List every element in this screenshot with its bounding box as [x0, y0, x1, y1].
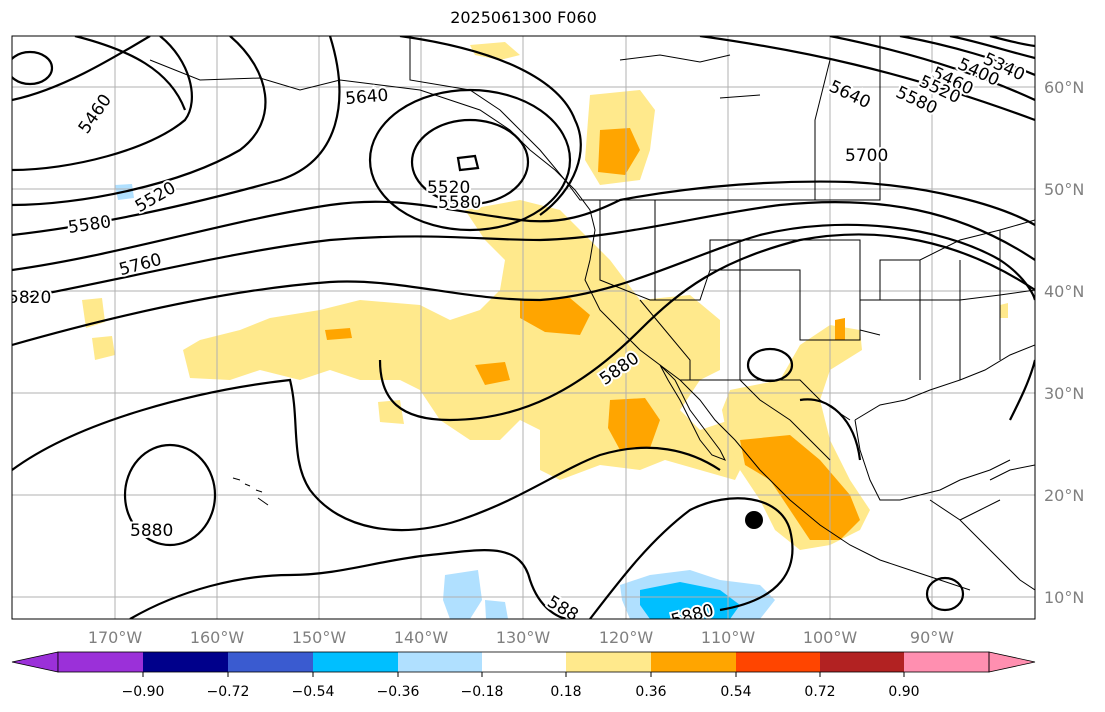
colorbar-tick-label: −0.90 [122, 684, 165, 700]
map-frame [11, 35, 1036, 620]
colorbar-extend-low [11, 651, 59, 673]
lon-label: 120°W [599, 628, 654, 647]
colorbar-bin [398, 652, 482, 672]
lon-label: 140°W [394, 628, 449, 647]
lat-label: 30°N [1044, 384, 1084, 403]
contour-label: 5700 [845, 146, 888, 166]
lon-label: 170°W [88, 628, 143, 647]
contour-label: 5640 [344, 85, 389, 109]
colorbar-bin [482, 652, 566, 672]
colorbar-bin [820, 652, 904, 672]
colorbar-tick-label: 0.72 [804, 684, 835, 700]
height-contours [12, 36, 1035, 619]
lat-label: 20°N [1044, 486, 1084, 505]
contour-label: 5580 [438, 193, 481, 213]
lat-label: 50°N [1044, 180, 1084, 199]
colorbar-bin [313, 652, 398, 672]
lat-label: 10°N [1044, 588, 1084, 607]
colorbar-tick-label: −0.72 [207, 684, 250, 700]
colorbar-bin [904, 652, 989, 672]
latitude-labels: 60°N 50°N 40°N 30°N 20°N 10°N [1044, 78, 1084, 607]
lon-label: 150°W [292, 628, 347, 647]
lon-label: 130°W [496, 628, 551, 647]
colorbar-tick-label: −0.18 [461, 684, 504, 700]
lat-label: 60°N [1044, 78, 1084, 97]
colorbar-tick-label: 0.90 [888, 684, 919, 700]
lon-label: 100°W [803, 628, 858, 647]
colorbar-outline [57, 651, 990, 673]
lat-label: 40°N [1044, 282, 1084, 301]
colorbar-extend-high [988, 651, 1036, 673]
anomaly-shading [82, 42, 1008, 619]
colorbar-tick-label: −0.36 [377, 684, 420, 700]
storm-position-marker [745, 511, 763, 529]
colorbar-bin [143, 652, 228, 672]
contour-label: 5520 [427, 178, 470, 198]
colorbar-bin [736, 652, 820, 672]
colorbar-tick-label: 0.54 [720, 684, 751, 700]
colorbar-bin [228, 652, 313, 672]
colorbar-tick-label: 0.36 [635, 684, 666, 700]
lon-label: 160°W [190, 628, 245, 647]
colorbar-tick-label: 0.18 [550, 684, 581, 700]
longitude-labels: 170°W 160°W 150°W 140°W 130°W 120°W 110°… [88, 628, 954, 647]
colorbar-bin [566, 652, 651, 672]
colorbar-bin [651, 652, 736, 672]
colorbar-tick-label: −0.54 [292, 684, 335, 700]
map-title: 2025061300 F060 [450, 8, 597, 27]
colorbar-bin [58, 652, 143, 672]
graticule [12, 36, 1035, 619]
colorbar: −0.90 −0.72 −0.54 −0.36 −0.18 0.18 0.36 … [11, 651, 1036, 700]
contour-label: 5820 [8, 288, 51, 308]
contour-label: 5880 [130, 521, 173, 541]
lon-label: 90°W [910, 628, 954, 647]
lon-label: 110°W [701, 628, 756, 647]
